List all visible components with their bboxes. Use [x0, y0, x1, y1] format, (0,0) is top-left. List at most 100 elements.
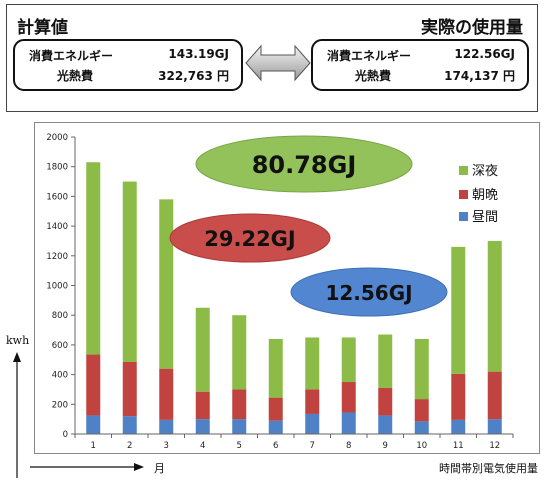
- bar-morning-evening-month-9: [378, 387, 393, 416]
- bar-daytime-month-5: [232, 419, 247, 434]
- bar-night-month-4: [195, 307, 210, 392]
- morning-evening-total-label: 29.22GJ: [204, 227, 295, 251]
- bar-morning-evening-month-10: [414, 399, 429, 422]
- chart-caption: 時間帯別電気使用量: [439, 462, 538, 475]
- night-total-label: 80.78GJ: [252, 151, 357, 179]
- y-tick-label: 600: [52, 341, 68, 351]
- bar-morning-evening-month-7: [305, 389, 320, 414]
- comparison-panel: 計算値 実際の使用量 消費エネルギー 143.19GJ 光熱費 322,763 …: [6, 4, 538, 112]
- bar-night-month-2: [122, 181, 137, 362]
- bar-morning-evening-month-1: [86, 354, 101, 416]
- actual-cost-row: 光熱費 174,137 円: [313, 67, 527, 85]
- y-axis: 0 200 400 600 800 1000 1200 1400 1600 1800 2000: [46, 133, 76, 440]
- x-tick-label: 11: [453, 441, 464, 451]
- bar-daytime-month-11: [451, 419, 466, 434]
- legend-swatch-night: [459, 166, 468, 175]
- bar-night-month-12: [487, 240, 502, 372]
- calculated-cost-label: 光熱費: [57, 69, 94, 83]
- bar-night-month-7: [305, 337, 320, 390]
- right-arrow-icon: [30, 463, 144, 471]
- x-tick-label: 4: [200, 441, 205, 451]
- legend-label-night: 深夜: [472, 164, 498, 179]
- x-tick-label: 2: [127, 441, 132, 451]
- bar-morning-evening-month-5: [232, 389, 247, 420]
- legend-swatch-morning-evening: [459, 190, 468, 199]
- x-tick-label: 7: [310, 441, 315, 451]
- morning-evening-total-annotation: 29.22GJ: [169, 213, 331, 263]
- night-total-ellipse: [195, 135, 413, 193]
- bar-night-month-1: [86, 162, 101, 355]
- actual-box: 消費エネルギー 122.56GJ 光熱費 174,137 円: [311, 39, 529, 91]
- bar-daytime-month-10: [414, 421, 429, 434]
- up-arrow-icon: [13, 352, 21, 478]
- bar-daytime-month-1: [86, 415, 101, 434]
- bar-daytime-month-2: [122, 416, 137, 434]
- bar-daytime-month-8: [341, 412, 356, 434]
- y-unit-label: kwh: [6, 334, 30, 347]
- actual-usage-title: 実際の使用量: [421, 18, 523, 38]
- legend-label-morning-evening: 朝晩: [472, 188, 498, 203]
- bar-night-month-8: [341, 337, 356, 383]
- calculated-energy-label: 消費エネルギー: [29, 49, 114, 63]
- x-tick-label: 10: [416, 441, 427, 451]
- x-tick-label: 3: [164, 441, 169, 451]
- daytime-total-annotation: 12.56GJ: [290, 267, 448, 317]
- bar-daytime-month-3: [159, 419, 174, 434]
- calculated-box: 消費エネルギー 143.19GJ 光熱費 322,763 円: [13, 39, 243, 91]
- x-tick-label: 12: [489, 441, 500, 451]
- x-tick-label: 1: [91, 441, 96, 451]
- x-axis-month-label: 月: [154, 462, 165, 475]
- bar-night-month-6: [268, 338, 283, 398]
- bar-daytime-month-12: [487, 419, 502, 434]
- daytime-total-ellipse: [290, 267, 448, 317]
- legend-label-daytime: 昼間: [472, 210, 498, 225]
- bar-night-month-3: [159, 199, 174, 369]
- night-total-annotation: 80.78GJ: [195, 135, 413, 193]
- bar-morning-evening-month-3: [159, 368, 174, 420]
- y-tick-label: 1000: [46, 282, 68, 292]
- y-tick-label: 0: [63, 430, 68, 440]
- bar-night-month-10: [414, 338, 429, 400]
- bar-morning-evening-month-6: [268, 397, 283, 421]
- x-tick-label: 9: [383, 441, 388, 451]
- calculated-cost-value: 322,763 円: [158, 69, 229, 83]
- bar-morning-evening-month-2: [122, 361, 137, 417]
- x-tick-label: 8: [346, 441, 351, 451]
- actual-energy-label: 消費エネルギー: [327, 49, 412, 63]
- y-tick-label: 1200: [46, 252, 68, 262]
- calculated-energy-row: 消費エネルギー 143.19GJ: [15, 47, 241, 65]
- bar-daytime-month-9: [378, 415, 393, 434]
- calculated-title: 計算値: [17, 18, 68, 38]
- bar-night-month-5: [232, 315, 247, 390]
- y-tick-label: 400: [52, 371, 68, 381]
- y-tick-label: 1800: [46, 163, 68, 173]
- y-tick-label: 200: [52, 400, 68, 410]
- calculated-cost-row: 光熱費 322,763 円: [15, 67, 241, 85]
- y-tick-label: 2000: [46, 133, 68, 143]
- x-tick-label: 5: [237, 441, 242, 451]
- daytime-total-label: 12.56GJ: [325, 281, 412, 305]
- bar-daytime-month-6: [268, 420, 283, 434]
- actual-cost-value: 174,137 円: [444, 69, 515, 83]
- y-tick-label: 1600: [46, 192, 68, 202]
- bar-daytime-month-7: [305, 413, 320, 434]
- x-tick-label: 6: [273, 441, 278, 451]
- double-arrow-icon: [245, 44, 311, 82]
- x-axis: 1 2 3 4 5 6 7 8 9 10 11 12: [74, 433, 514, 451]
- y-tick-label: 1400: [46, 222, 68, 232]
- bar-night-month-11: [451, 246, 466, 374]
- morning-evening-total-ellipse: [169, 213, 331, 263]
- bar-morning-evening-month-4: [195, 391, 210, 420]
- bar-night-month-9: [378, 334, 393, 388]
- calculated-energy-value: 143.19GJ: [168, 47, 229, 61]
- actual-energy-value: 122.56GJ: [454, 47, 515, 61]
- actual-cost-label: 光熱費: [355, 69, 392, 83]
- bar-morning-evening-month-12: [487, 371, 502, 420]
- bar-morning-evening-month-8: [341, 382, 356, 413]
- bar-series: [86, 162, 502, 434]
- bar-morning-evening-month-11: [451, 373, 466, 420]
- bar-daytime-month-4: [195, 419, 210, 434]
